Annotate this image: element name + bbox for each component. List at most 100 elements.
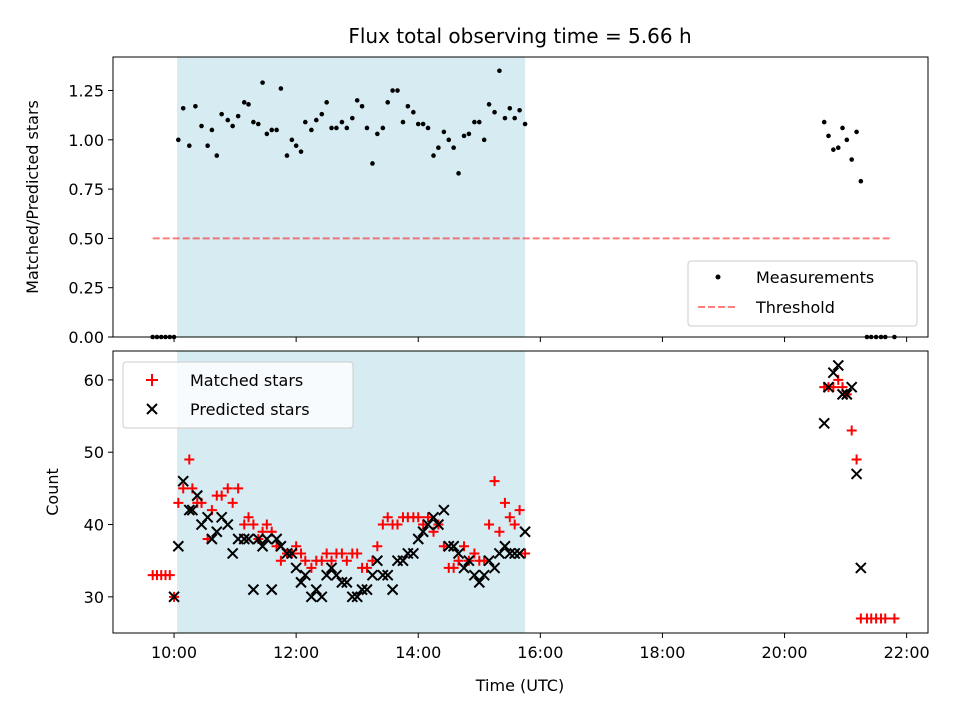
measurement-point (420, 121, 426, 127)
measurement-point (405, 103, 411, 109)
matched-star-point (846, 425, 857, 436)
measurement-point (481, 137, 487, 143)
matched-star-point (514, 505, 525, 516)
predicted-star-point (382, 569, 394, 581)
measurement-point (502, 115, 508, 121)
measurement-point (451, 145, 456, 151)
predicted-star-point (168, 591, 180, 603)
predicted-star-point (305, 591, 318, 603)
measurement-point (344, 125, 350, 131)
measurement-point (289, 137, 295, 143)
measurement-point (512, 115, 518, 121)
measurement-point (840, 125, 845, 131)
measurement-point (303, 119, 308, 125)
predicted-star-point (832, 359, 844, 372)
predicted-star-point (508, 547, 521, 560)
matched-star-point (392, 519, 403, 530)
measurement-point (205, 143, 210, 149)
measurement-point (425, 125, 431, 131)
predicted-star-point (473, 576, 485, 589)
predicted-star-point (295, 576, 307, 589)
x-tick-label: 20:00 (761, 643, 807, 662)
measurement-point (180, 105, 186, 111)
matched-star-point (361, 562, 372, 573)
top-ytick-label: 1.25 (68, 82, 104, 101)
bottom-y-axis-label: Count (43, 468, 62, 516)
bottom-plot-frame (112, 350, 929, 634)
predicted-star-point (266, 583, 278, 596)
predicted-star-point (427, 511, 440, 524)
measurement-point (264, 131, 270, 137)
predicted-star-point (191, 489, 203, 502)
predicted-star-point (412, 533, 424, 545)
top-y-axis-label: Matched/Predicted stars (23, 100, 42, 294)
legend-matched-marker (146, 374, 158, 386)
measurement-point (461, 133, 467, 139)
top-ytick-label: 0.25 (68, 279, 104, 298)
measurement-point (411, 109, 416, 115)
predicted-star-point (407, 547, 420, 560)
predicted-star-point (281, 547, 293, 560)
measurement-point (176, 137, 181, 143)
measurement-point (472, 119, 477, 125)
predicted-star-point (336, 576, 348, 589)
matched-star-point (489, 476, 500, 487)
measurement-point (284, 153, 290, 158)
predicted-star-point (422, 518, 434, 531)
matched-star-point (504, 512, 515, 523)
measurement-point (486, 102, 492, 107)
matched-star-point (520, 548, 531, 559)
predicted-star-point (432, 518, 445, 531)
matched-star-point (248, 519, 259, 530)
predicted-star-point (261, 533, 273, 545)
matched-star-point (306, 562, 317, 573)
predicted-star-point (377, 569, 389, 581)
matched-star-point (243, 512, 254, 523)
legend-predicted-marker (146, 403, 158, 415)
predicted-star-point (290, 562, 302, 574)
predicted-star-point (183, 504, 196, 516)
measurement-point (395, 88, 400, 93)
measurement-point (370, 161, 375, 166)
legend-predicted-label: Predicted stars (190, 400, 310, 419)
measurement-point (187, 143, 192, 149)
measurement-point (309, 127, 314, 133)
predicted-star-point (320, 569, 333, 581)
matched-star-point (382, 512, 393, 523)
x-axis-label: Time (UTC) (475, 676, 564, 695)
matched-star-point (484, 519, 495, 530)
matched-star-point (275, 555, 286, 566)
matched-star-point (164, 570, 175, 581)
measurement-point (821, 119, 827, 125)
matched-star-point (479, 555, 490, 566)
matched-star-point (828, 382, 839, 393)
top-ytick-label: 0.00 (68, 328, 104, 347)
predicted-star-point (463, 554, 475, 567)
predicted-star-point (366, 569, 379, 581)
predicted-star-point (286, 547, 298, 560)
measurement-point (831, 147, 836, 152)
matched-star-point (423, 512, 434, 523)
matched-star-point (173, 497, 184, 508)
measurement-point (431, 153, 436, 158)
matched-star-point (300, 555, 311, 566)
matched-star-point (880, 613, 891, 624)
predicted-star-point (478, 569, 490, 581)
measurement-point (375, 131, 380, 137)
matched-star-point (494, 526, 505, 537)
measurement-point (193, 103, 198, 109)
predicted-star-point (845, 381, 858, 393)
measurement-point (517, 107, 522, 113)
measurement-point (441, 129, 447, 135)
matched-star-point (509, 519, 520, 530)
measurement-point (219, 111, 224, 117)
predicted-star-point (226, 547, 239, 560)
legend-measurements-label: Measurements (756, 268, 874, 287)
measurement-point (844, 137, 850, 143)
predicted-star-point (330, 569, 343, 581)
predicted-star-point (438, 504, 450, 516)
matched-star-point (352, 548, 363, 559)
measurement-point (436, 145, 441, 151)
measurement-point (354, 98, 360, 103)
